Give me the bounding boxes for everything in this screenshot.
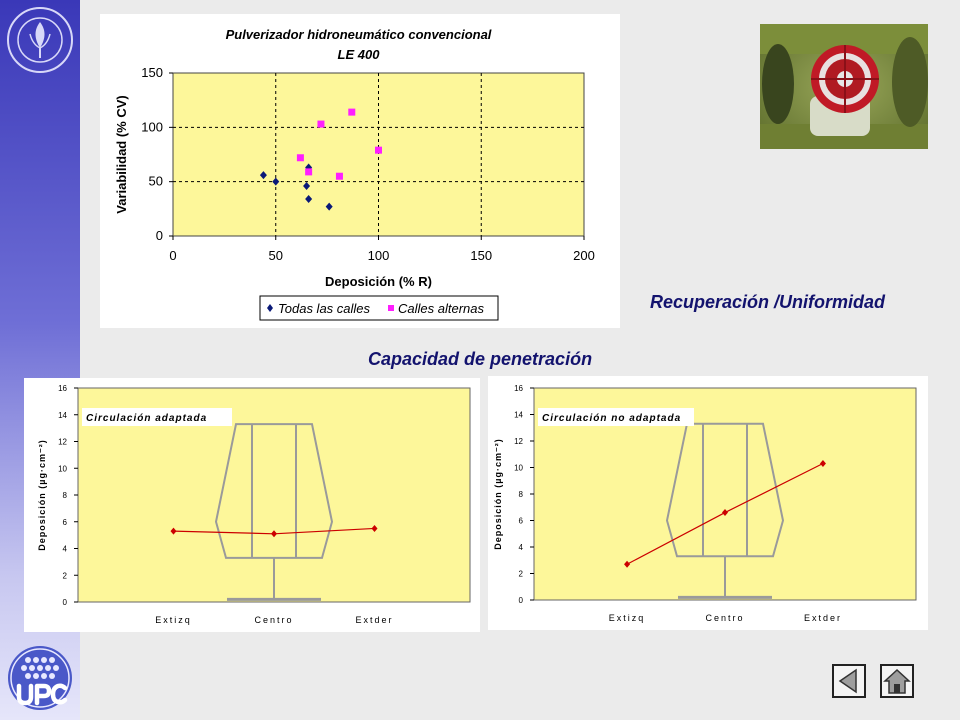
data-point-todas <box>272 177 280 186</box>
tick-label-y: 16 <box>514 384 523 393</box>
home-button[interactable] <box>880 664 914 698</box>
data-point-todas <box>259 171 267 180</box>
tick-label-y: 2 <box>519 570 524 579</box>
chart-title: Pulverizador hidroneumático convencional <box>226 27 492 42</box>
legend-marker-todas <box>267 304 273 312</box>
canopy-outline <box>665 422 785 598</box>
data-point <box>722 509 728 517</box>
data-point-alternas <box>296 154 304 162</box>
data-point-todas <box>305 195 313 204</box>
tick-label-y: 0 <box>63 598 68 607</box>
legend-box <box>259 295 499 321</box>
tick-label-y: 8 <box>63 491 68 500</box>
scatter-chart-panel: Pulverizador hidroneumático convencional… <box>100 14 620 328</box>
tick-label-y: 10 <box>514 464 523 473</box>
legend-label-alternas: Calles alternas <box>398 301 484 316</box>
line-chart-no-adaptada: 0 2 4 6 8 10 12 14 16 Extizq Centro Extder Deposició… <box>493 384 917 623</box>
data-point-todas <box>303 182 311 191</box>
x-axis-label: Deposición (% R) <box>325 274 432 289</box>
tick-label-y: 14 <box>58 411 67 420</box>
tick-label-x: Centro <box>254 615 293 625</box>
canopy-shape <box>214 423 334 559</box>
tick-label-x: Extizq <box>609 613 646 623</box>
sprayer-photo <box>760 24 928 149</box>
tick-label-y: 6 <box>63 518 68 527</box>
data-point-alternas <box>305 168 313 176</box>
annotation-box <box>538 408 694 426</box>
tick-label-x: 150 <box>470 248 492 263</box>
line-chart-adaptada-panel: 0 2 4 6 8 10 12 14 16 Extizq Centro Extder Deposició… <box>24 378 480 632</box>
heading-capacidad-penetracion: Capacidad de penetración <box>368 349 593 369</box>
annotation-label: Circulación no adaptada <box>542 413 681 424</box>
heading-recuperacion-uniformidad: Recuperación /Uniformidad <box>650 292 886 312</box>
tick-label-x: 50 <box>269 248 283 263</box>
tick-label-x: Extizq <box>155 615 192 625</box>
scatter-chart: Pulverizador hidroneumático convencional… <box>114 27 595 321</box>
tick-label-y: 8 <box>519 490 524 499</box>
canopy-shape <box>665 422 785 558</box>
escola-seal-logo <box>7 7 73 73</box>
canopy-outline <box>214 423 334 600</box>
data-point-alternas <box>335 172 343 180</box>
data-point-alternas <box>375 146 382 154</box>
tick-label-y: 0 <box>156 228 163 243</box>
tick-label-y: 50 <box>149 174 163 189</box>
data-point <box>271 530 277 538</box>
back-button[interactable] <box>832 664 866 698</box>
tick-label-y: 14 <box>514 411 523 420</box>
tick-label-y: 150 <box>141 65 163 80</box>
tick-label-x: Extder <box>804 613 842 623</box>
tick-label-y: 10 <box>58 464 67 473</box>
data-point-alternas <box>348 108 356 116</box>
home-icon <box>883 668 911 694</box>
data-point <box>170 527 177 535</box>
legend-marker-alternas <box>388 305 394 311</box>
data-point-alternas <box>317 120 325 128</box>
annotation-label: Circulación adaptada <box>86 413 207 424</box>
tick-label-y: 0 <box>519 596 524 605</box>
y-axis-label: Deposición (µg·cm⁻²) <box>493 438 503 549</box>
tick-label-y: 100 <box>141 119 163 134</box>
tick-label-x: 100 <box>368 248 390 263</box>
annotation-box <box>82 408 232 426</box>
tick-label-x: Extder <box>356 615 394 625</box>
tick-label-y: 4 <box>63 545 68 554</box>
tick-label-x: 0 <box>169 248 176 263</box>
plot-area <box>172 72 585 237</box>
tick-label-y: 12 <box>514 437 523 446</box>
tick-label-y: 16 <box>58 384 67 393</box>
y-axis-label: Variabilidad (% CV) <box>114 95 129 213</box>
tick-label-y: 6 <box>519 517 524 526</box>
line-chart-adaptada: 0 2 4 6 8 10 12 14 16 Extizq Centro Extder Deposició… <box>37 384 471 625</box>
data-point <box>819 460 826 468</box>
tick-label-x: Centro <box>705 613 744 623</box>
legend-label-todas: Todas las calles <box>278 301 371 316</box>
tick-label-y: 2 <box>63 571 68 580</box>
line-chart-no-adaptada-panel: 0 2 4 6 8 10 12 14 16 Extizq Centro Extder Deposició… <box>488 376 928 630</box>
data-point <box>624 560 631 568</box>
back-arrow-icon <box>838 668 857 694</box>
tick-label-x: 200 <box>573 248 595 263</box>
data-point-todas <box>325 202 333 211</box>
y-axis-label: Deposición (µg·cm⁻²) <box>37 439 47 550</box>
data-point <box>371 524 378 532</box>
tick-label-y: 12 <box>58 438 67 447</box>
upc-logo <box>8 646 72 710</box>
tick-label-y: 4 <box>519 543 524 552</box>
chart-subtitle: LE 400 <box>338 47 381 62</box>
